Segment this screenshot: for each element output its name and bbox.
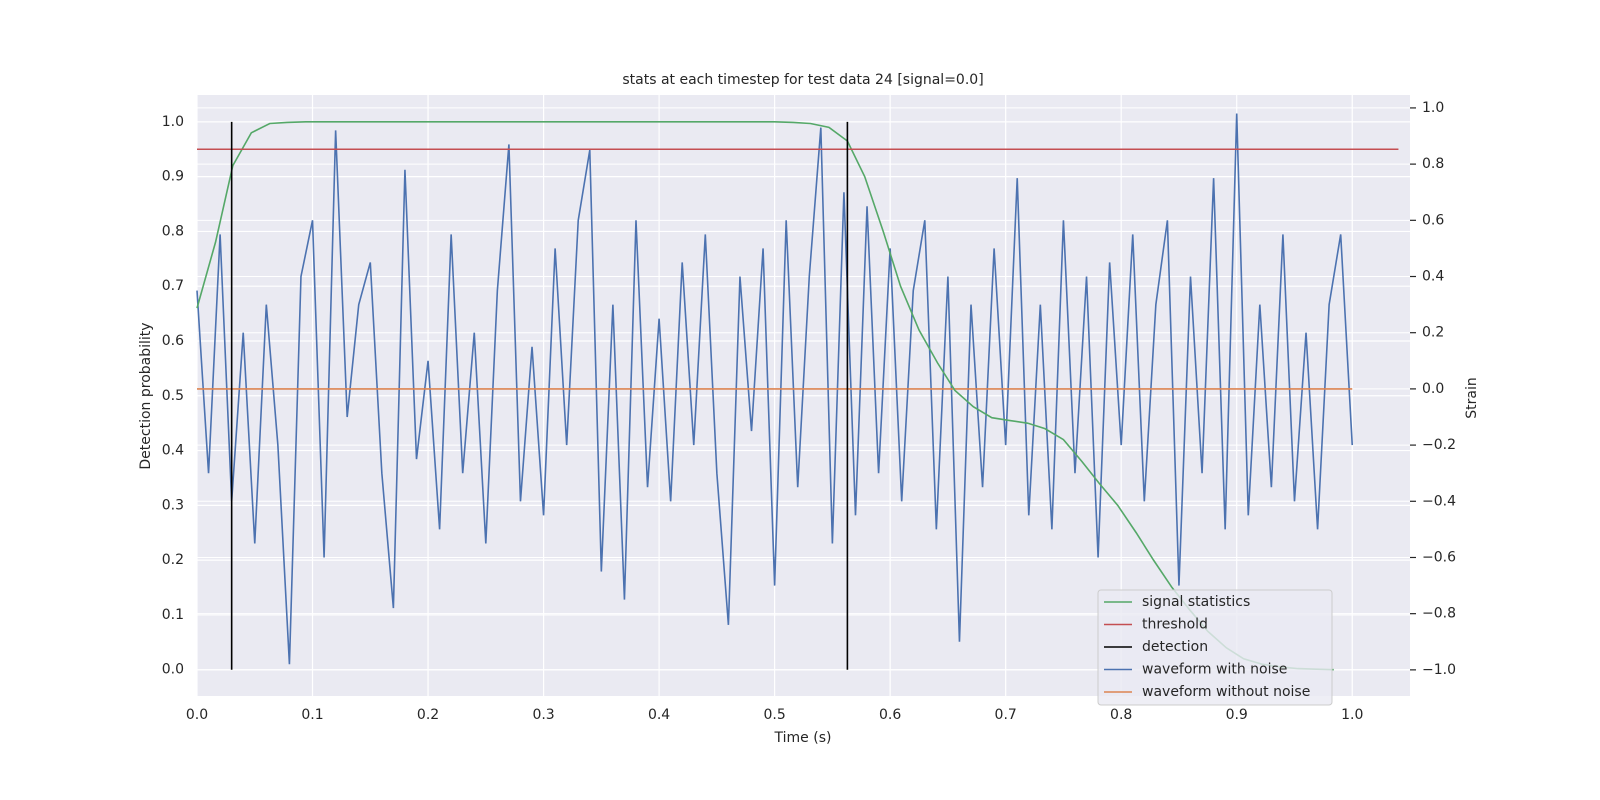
y2-tick-label: 0.0 [1422, 381, 1444, 397]
series-line [230, 121, 849, 670]
y2-tick-label: 0.6 [1422, 212, 1444, 228]
x-tick-label: 1.0 [1341, 707, 1363, 723]
x-tick-label: 0.4 [648, 707, 670, 723]
y2-tick-label: −0.6 [1422, 549, 1456, 565]
x-tick-label: 0.8 [1110, 707, 1132, 723]
chart-title: stats at each timestep for test data 24 … [622, 72, 983, 88]
y2-tick-label: 0.8 [1422, 156, 1444, 172]
y2-tick-label: −0.4 [1422, 493, 1456, 509]
legend-label: detection [1142, 639, 1208, 655]
x-tick-label: 0.1 [301, 707, 323, 723]
y-tick-label: 0.3 [162, 497, 184, 513]
y2-tick-label: −0.8 [1422, 606, 1456, 622]
y-tick-label: 0.5 [162, 388, 184, 404]
legend-label: waveform with noise [1142, 662, 1287, 678]
x-tick-label: 0.2 [417, 707, 439, 723]
y2-tick-label: 0.4 [1422, 269, 1444, 285]
legend: signal statistics threshold detection wavef… [1097, 589, 1333, 706]
y-tick-label: 1.0 [162, 114, 184, 130]
y-tick-label: 0.2 [162, 552, 184, 568]
y-tick-label: 0.7 [162, 278, 184, 294]
legend-label: waveform without noise [1142, 684, 1310, 700]
y-tick-label: 0.8 [162, 223, 184, 239]
y2-tick-label: 0.2 [1422, 325, 1444, 341]
x-axis-label: Time (s) [774, 730, 832, 746]
y-axis-label: Detection probability [138, 322, 154, 469]
legend-box [1097, 589, 1333, 706]
legend-label: signal statistics [1142, 594, 1250, 610]
y-tick-label: 0.0 [162, 662, 184, 678]
y2-tick-label: −0.2 [1422, 437, 1456, 453]
x-tick-label: 0.3 [532, 707, 554, 723]
y2-tick-label: −1.0 [1422, 662, 1456, 678]
x-tick-label: 0.5 [763, 707, 785, 723]
y-tick-label: 0.1 [162, 607, 184, 623]
y-tick-label: 0.9 [162, 169, 184, 185]
series-line [196, 113, 1354, 665]
legend-label: threshold [1142, 617, 1208, 633]
x-tick-label: 0.0 [186, 707, 208, 723]
y-tick-label: 0.4 [162, 443, 184, 459]
y2-tick-label: 1.0 [1422, 100, 1444, 116]
x-tick-label: 0.7 [995, 707, 1017, 723]
y-tick-label: 0.6 [162, 333, 184, 349]
x-tick-label: 0.6 [879, 707, 901, 723]
y2-axis-label: Strain [1464, 377, 1480, 418]
x-tick-label: 0.9 [1226, 707, 1248, 723]
